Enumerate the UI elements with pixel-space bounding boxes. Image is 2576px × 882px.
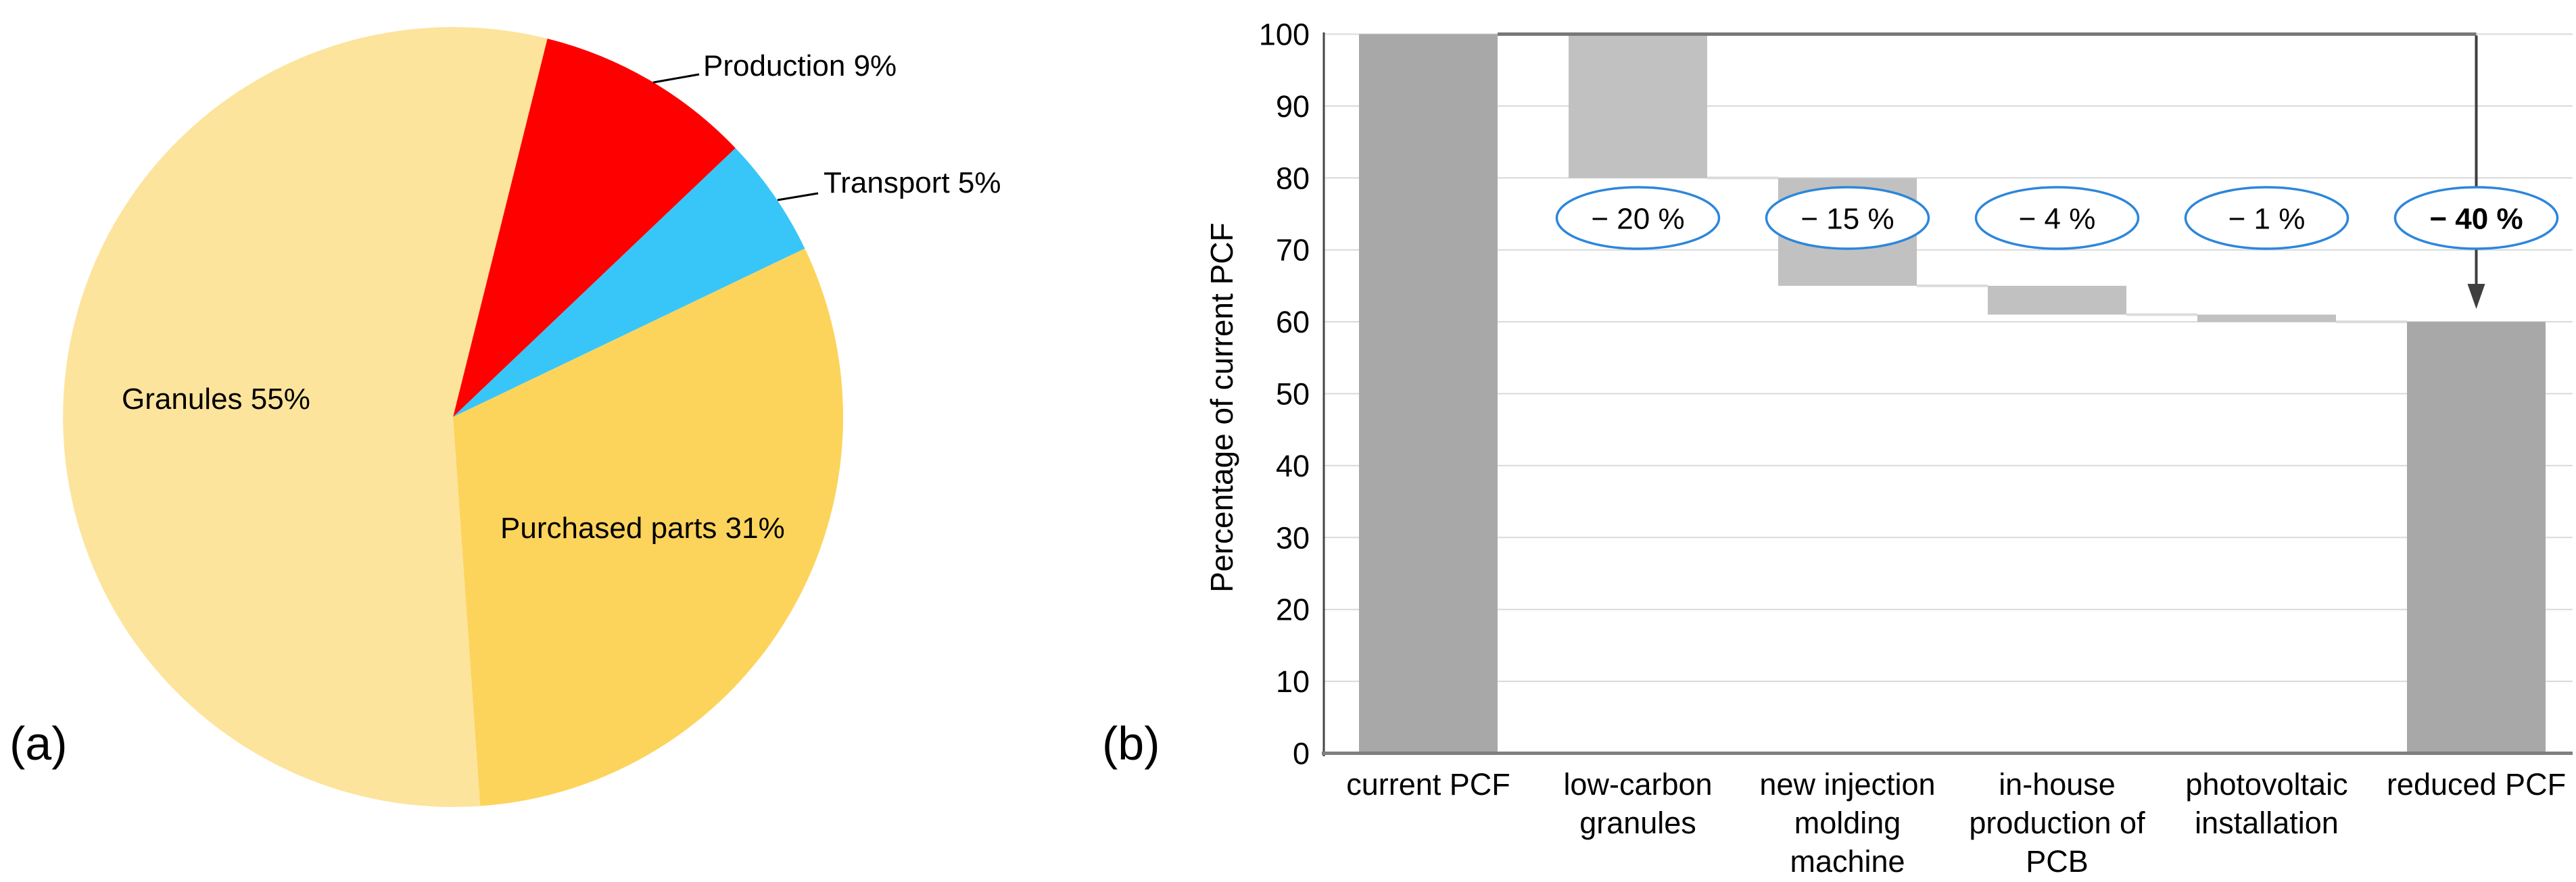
y-tick-label-0: 0 (1293, 737, 1310, 771)
category-label-4-line-0: photovoltaic (2185, 767, 2347, 802)
pie-slice-transport (453, 148, 805, 417)
pie-label-transport: Transport 5% (824, 166, 1001, 199)
waterfall-bar-4 (2197, 314, 2336, 322)
category-label-2-line-0: new injection (1759, 767, 1935, 802)
y-tick-label-60: 60 (1276, 305, 1310, 339)
leader-line-production (652, 73, 700, 84)
category-label-5-line-0: reduced PCF (2387, 767, 2566, 802)
category-label-0-line-0: current PCF (1346, 767, 1510, 802)
y-tick-label-70: 70 (1276, 233, 1310, 268)
y-tick-label-80: 80 (1276, 161, 1310, 195)
pie-chart: Production 9% Transport 5% Purchased parts… (63, 26, 1001, 807)
annotation-text-0: − 20 % (1591, 203, 1684, 236)
waterfall-bar-5 (2407, 322, 2546, 754)
y-tick-label-100: 100 (1259, 18, 1310, 52)
waterfall-bar-1 (1569, 34, 1707, 178)
y-tick-label-50: 50 (1276, 377, 1310, 412)
leader-line-transport (777, 192, 819, 201)
waterfall-chart: − 20 % − 15 % − 4 % − 1 % − 40 % 0 10 20 30 40 50 6… (1204, 18, 2573, 879)
category-label-1-line-1: granules (1579, 806, 1696, 840)
annotation-text-2: − 4 % (2019, 203, 2096, 236)
category-label-3-line-0: in-house (1999, 767, 2116, 802)
arrowhead-icon (2467, 284, 2485, 309)
pie-label-granules: Granules 55% (122, 383, 310, 416)
annotation-oval-3 (2184, 186, 2350, 250)
pie-slice-purchased-parts (453, 248, 844, 806)
category-label-2-line-1: molding (1794, 806, 1901, 840)
category-label-3-line-2: PCB (2026, 844, 2089, 879)
panel-a-label: (a) (9, 717, 68, 770)
annotation-oval-4 (2393, 186, 2559, 250)
y-tick-label-20: 20 (1276, 593, 1310, 627)
pie-slice-granules (63, 26, 548, 807)
annotation-oval-1 (1765, 186, 1930, 250)
y-axis-title: Percentage of current PCF (1204, 222, 1239, 592)
category-label-2-line-2: machine (1790, 844, 1905, 879)
y-tick-label-90: 90 (1276, 89, 1310, 124)
pie-label-purchased-parts: Purchased parts 31% (500, 512, 785, 545)
pie-label-production: Production 9% (703, 49, 897, 82)
pie-slice-production (453, 39, 736, 418)
y-tick-label-30: 30 (1276, 520, 1310, 555)
annotation-text-3: − 1 % (2228, 203, 2306, 236)
annotation-text-1: − 15 % (1800, 203, 1894, 236)
category-label-4-line-1: installation (2195, 806, 2339, 840)
annotation-text-4: − 40 % (2429, 203, 2523, 236)
y-tick-label-10: 10 (1276, 664, 1310, 699)
category-label-3-line-1: production of (1969, 806, 2145, 840)
waterfall-bar-3 (1988, 285, 2126, 315)
annotation-oval-0 (1555, 186, 1721, 250)
category-label-1-line-0: low-carbon (1563, 767, 1712, 802)
y-tick-label-40: 40 (1276, 449, 1310, 483)
panel-b-label: (b) (1102, 717, 1160, 770)
annotation-oval-2 (1974, 186, 2140, 250)
waterfall-bar-0 (1359, 34, 1498, 754)
